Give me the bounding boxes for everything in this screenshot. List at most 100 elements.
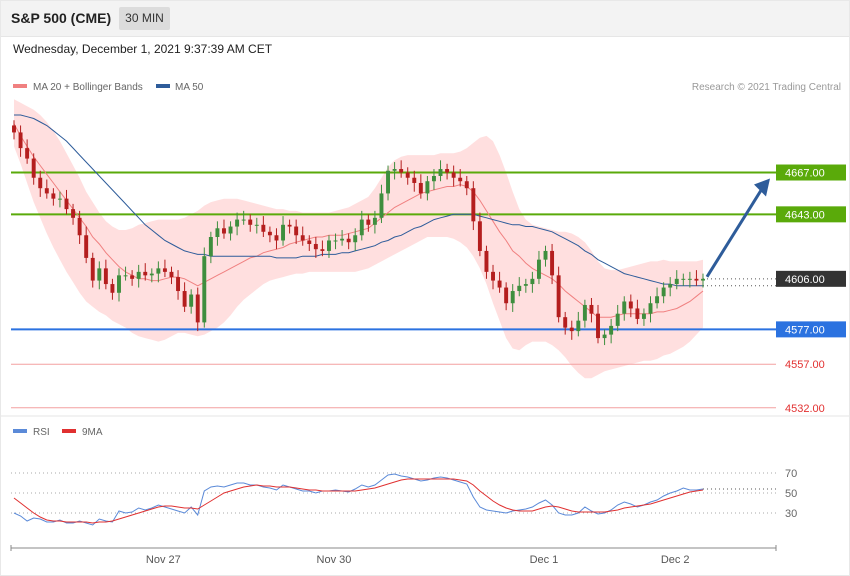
candle-body: [641, 313, 646, 319]
candle-body: [392, 169, 397, 171]
candle-body: [64, 198, 69, 210]
candle-body: [267, 231, 272, 236]
candle-body: [471, 188, 476, 222]
x-axis-label: Nov 27: [146, 554, 181, 566]
rsi-tick-50: 50: [785, 488, 797, 500]
candle-body: [189, 294, 194, 307]
candle-body: [136, 271, 141, 279]
candle-body: [497, 280, 502, 288]
candle-body: [523, 284, 528, 286]
rsi-tick-30: 30: [785, 508, 797, 520]
level-label-4667.00: 4667.00: [785, 168, 825, 180]
rsi-9ma-line: [13, 478, 704, 524]
candle-body: [425, 181, 430, 194]
candle-body: [12, 125, 16, 133]
candle-body: [576, 320, 581, 332]
candle-body: [71, 209, 76, 218]
candle-body: [530, 278, 535, 285]
level-label-4577.00: 4577.00: [785, 324, 825, 336]
candle-body: [235, 219, 240, 227]
candle-body: [366, 219, 371, 225]
candle-body: [386, 170, 390, 194]
level-tag-4667.00: [776, 164, 846, 181]
legend-label-ma50: MA 50: [175, 82, 204, 93]
candle-body: [491, 271, 495, 281]
candle-body: [176, 277, 181, 292]
candle-body: [123, 275, 128, 277]
candle-body: [681, 278, 686, 280]
candle-body: [300, 235, 305, 241]
candle-body: [77, 217, 82, 236]
legend-swatch-ma50: [156, 84, 170, 88]
candle-body: [405, 172, 410, 178]
legend-swatch-9ma: [62, 429, 76, 433]
candle-body: [701, 278, 705, 281]
level-tag-4577.00: [776, 321, 846, 338]
copyright-text: Research © 2021 Trading Central: [692, 82, 841, 93]
candle-body: [353, 235, 358, 243]
candle-body: [333, 240, 338, 242]
level-tag-4643.00: [776, 206, 846, 223]
candle-body: [294, 226, 299, 236]
candle-body: [31, 158, 36, 178]
candle-body: [445, 169, 450, 173]
candle-body: [609, 325, 614, 335]
candle-body: [635, 308, 640, 319]
candle-body: [130, 275, 135, 279]
candle-body: [589, 304, 594, 314]
candle-body: [628, 301, 633, 309]
candle-body: [169, 271, 174, 278]
candle-body: [248, 219, 253, 225]
level-label-4557.00: 4557.00: [785, 359, 825, 371]
level-label-4643.00: 4643.00: [785, 209, 825, 221]
candle-body: [149, 273, 154, 276]
candle-body: [103, 268, 108, 285]
candle-body: [195, 294, 200, 323]
candle-body: [254, 224, 259, 226]
candle-body: [274, 235, 279, 241]
candle-body: [582, 304, 587, 321]
candle-body: [510, 291, 515, 304]
header-bar: S&P 500 (CME) 30 MIN: [0, 0, 850, 37]
candle-body: [18, 132, 23, 149]
candle-body: [668, 284, 673, 288]
candle-body: [451, 172, 456, 178]
candle-body: [543, 250, 548, 260]
candle-body: [182, 291, 187, 307]
candle-body: [569, 327, 574, 332]
candle-body: [287, 224, 292, 227]
timestamp: Wednesday, December 1, 2021 9:37:39 AM C…: [13, 42, 273, 56]
candle-body: [556, 275, 561, 318]
rsi-tick-70: 70: [785, 468, 797, 480]
candle-body: [90, 257, 95, 281]
candle-body: [320, 249, 325, 251]
candle-body: [550, 250, 555, 276]
candle-body: [156, 268, 161, 274]
ma50-line: [14, 114, 703, 287]
candle-body: [563, 317, 568, 328]
candle-body: [674, 278, 679, 285]
candle-body: [97, 268, 102, 281]
legend-label-ma20: MA 20 + Bollinger Bands: [33, 82, 143, 93]
bollinger-band: [14, 99, 703, 379]
candle-body: [694, 278, 699, 281]
candle-body: [536, 259, 541, 279]
candle-body: [202, 256, 207, 323]
projection-arrow-shaft: [705, 184, 766, 278]
candle-body: [596, 313, 600, 339]
candle-body: [346, 238, 351, 243]
legend-swatch-ma20: [13, 84, 27, 88]
candle-body: [84, 235, 89, 258]
candle-body: [438, 169, 443, 176]
candle-body: [648, 303, 653, 314]
candle-body: [261, 224, 266, 232]
instrument-title: S&P 500 (CME): [11, 10, 112, 26]
candle-body: [307, 240, 312, 244]
candle-body: [117, 275, 121, 293]
timeframe-badge[interactable]: 30 MIN: [119, 7, 170, 30]
candle-body: [313, 243, 318, 250]
current-price-label: 4606.00: [785, 274, 825, 286]
x-axis-label: Dec 2: [661, 554, 690, 566]
current-price-tag: [776, 270, 846, 287]
